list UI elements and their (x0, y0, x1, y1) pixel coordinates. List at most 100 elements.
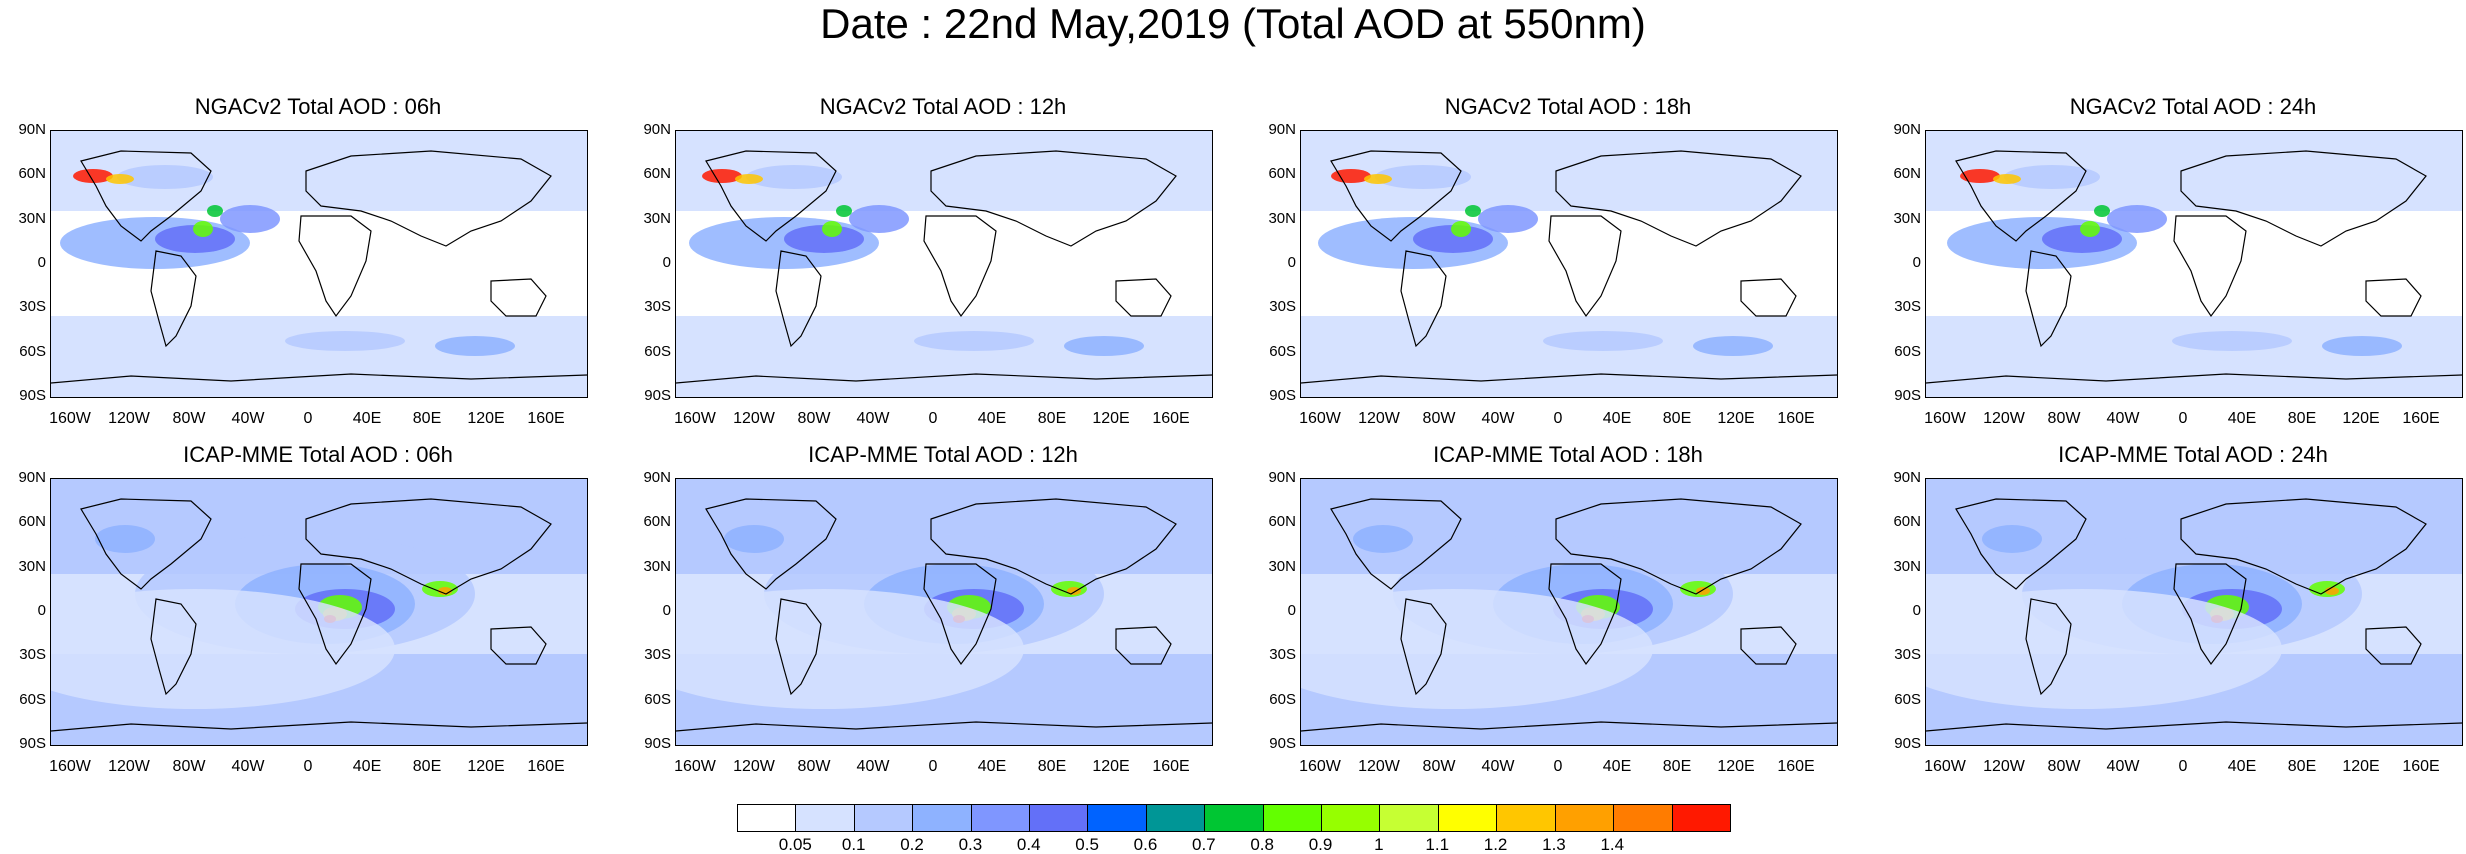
lon-label: 40W (2106, 758, 2140, 775)
colorbar-label: 1.3 (1542, 835, 1566, 854)
lon-label: 160E (2402, 410, 2440, 427)
coastline-europe-asia (305, 498, 552, 595)
lat-label: 30N (1893, 209, 1921, 227)
main-title: Date : 22nd May,2019 (Total AOD at 550nm… (820, 0, 1646, 47)
lat-label: 90N (1268, 469, 1296, 486)
colorbar-swatch (1438, 805, 1498, 831)
coastline-antarctica (1301, 373, 1837, 384)
coastline-north-america (80, 150, 212, 242)
map-panel-ngacv2-12h (675, 130, 1213, 398)
panel-title-ngacv2-24h: NGACv2 Total AOD : 24h (2069, 94, 2317, 119)
lon-label: 160E (1152, 758, 1190, 775)
lat-label: 30S (19, 298, 46, 316)
aod-blob (2322, 336, 2402, 356)
lat-label: 90N (18, 469, 46, 486)
lon-label: 0 (1553, 758, 1563, 775)
lat-label: 60N (643, 513, 671, 531)
lon-label: 120W (733, 410, 775, 427)
lat-label: 30N (1268, 557, 1296, 575)
colorbar-swatch (1263, 805, 1323, 831)
coastline-europe-asia (305, 150, 552, 247)
lon-label: 120W (108, 758, 150, 775)
coastline-europe-asia (2180, 498, 2427, 595)
coastline-north-america (705, 150, 837, 242)
panel-title-icap-mme-24h: ICAP-MME Total AOD : 24h (2058, 442, 2328, 467)
colorbar-swatch (738, 805, 797, 831)
lat-label: 0 (1287, 602, 1296, 619)
aod-blob (1364, 174, 1392, 184)
aod-blob (207, 205, 223, 217)
aod-blob (1067, 587, 1081, 595)
lon-label: 120W (1358, 758, 1400, 775)
colorbar-label: 0.05 (778, 835, 812, 854)
colorbar (737, 804, 1731, 832)
colorbar-swatch (1380, 805, 1439, 831)
colorbar-label: 0.6 (1133, 835, 1158, 854)
lat-label: 30S (644, 298, 671, 316)
coastline-south-america (150, 250, 197, 348)
map-panel-icap-mme-24h (1925, 478, 2463, 746)
lon-label: 160W (49, 758, 91, 775)
lat-label: 90N (18, 121, 46, 138)
panel-title-ngacv2-12h: NGACv2 Total AOD : 12h (819, 94, 1067, 119)
lon-label: 160E (2402, 758, 2440, 775)
lat-label: 60S (19, 342, 46, 360)
map-panel-icap-mme-18h (1300, 478, 1838, 746)
lat-label: 60N (1893, 165, 1921, 183)
aod-blob (193, 221, 213, 237)
aod-blob (1375, 165, 1471, 189)
lat-label: 90S (1894, 387, 1921, 404)
lon-label: 80E (1662, 410, 1692, 427)
lon-label: 80E (1037, 758, 1067, 775)
aod-blob (836, 205, 852, 217)
lon-label: 40E (352, 410, 382, 427)
lon-label: 80W (1422, 758, 1456, 775)
aod-blob (2107, 205, 2167, 233)
lon-label: 120E (1092, 410, 1130, 427)
lon-label: 160E (1777, 758, 1815, 775)
lat-label: 0 (37, 254, 46, 271)
aod-blob (2094, 205, 2110, 217)
lon-label: 120E (467, 758, 505, 775)
lon-label: 120E (467, 410, 505, 427)
lat-label: 60N (1893, 513, 1921, 531)
colorbar-label: 0.5 (1075, 835, 1099, 854)
lon-label: 80E (2287, 410, 2317, 427)
colorbar-label: 0.4 (1016, 835, 1041, 854)
aod-blob (2080, 221, 2100, 237)
colorbar-label: 1 (1374, 835, 1384, 854)
lon-label: 40W (231, 758, 265, 775)
aod-blob (1353, 525, 1413, 553)
aod-blob (702, 169, 742, 183)
lon-label: 80W (2047, 758, 2081, 775)
lon-label: 120E (1717, 410, 1755, 427)
colorbar-swatch (1205, 805, 1264, 831)
aod-blob (1926, 589, 2282, 709)
panel-title-ngacv2-06h: NGACv2 Total AOD : 06h (194, 94, 442, 119)
lon-label: 120E (1717, 758, 1755, 775)
colorbar-swatch (913, 805, 972, 831)
aod-blob (1331, 169, 1371, 183)
aod-blob (746, 165, 842, 189)
panel-title-icap-mme-06h: ICAP-MME Total AOD : 06h (183, 442, 453, 467)
lon-label: 160W (1924, 410, 1966, 427)
coastline-antarctica (676, 373, 1212, 384)
lat-label: 0 (37, 602, 46, 619)
lat-label: 0 (1912, 602, 1921, 619)
coastline-australia (2365, 626, 2422, 665)
coastline-antarctica (51, 721, 587, 732)
aod-blob (914, 331, 1034, 351)
lat-label: 90S (19, 735, 46, 752)
aod-blob (2172, 331, 2292, 351)
map-panel-icap-mme-06h (50, 478, 588, 746)
aod-blob (735, 174, 763, 184)
lon-label: 40W (231, 410, 265, 427)
lon-label: 40E (1602, 758, 1632, 775)
lon-label: 0 (928, 758, 938, 775)
coastline-europe-asia (1555, 498, 1802, 595)
lat-label: 30N (643, 557, 671, 575)
coastline-south-america (1400, 598, 1447, 696)
lon-label: 120E (2342, 410, 2380, 427)
lat-label: 30N (643, 209, 671, 227)
lat-label: 0 (662, 602, 671, 619)
